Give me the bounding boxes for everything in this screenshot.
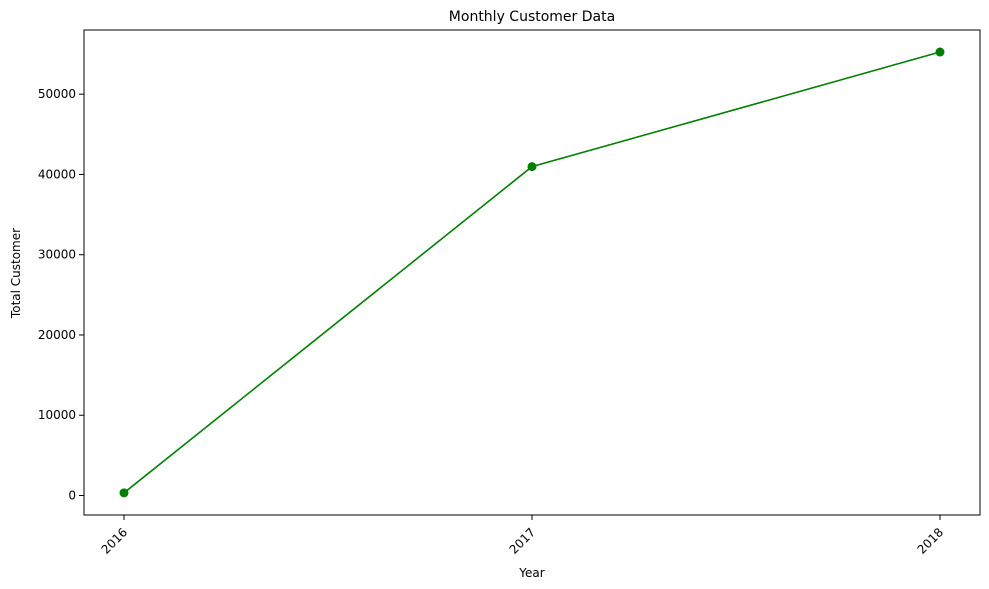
y-tick-label-2: 20000: [38, 328, 76, 342]
y-axis-label: Total Customer: [9, 228, 23, 319]
y-tick-label-1: 10000: [38, 408, 76, 422]
y-tick-label-4: 40000: [38, 167, 76, 181]
y-tick-label-5: 50000: [38, 87, 76, 101]
data-point-2017: [527, 162, 537, 172]
y-tick-label-0: 0: [68, 488, 76, 502]
y-tick-label-3: 30000: [38, 248, 76, 262]
data-point-2018: [935, 47, 945, 57]
data-point-2016: [119, 488, 129, 498]
x-axis-label: Year: [518, 566, 544, 580]
chart-title: Monthly Customer Data: [449, 9, 615, 25]
